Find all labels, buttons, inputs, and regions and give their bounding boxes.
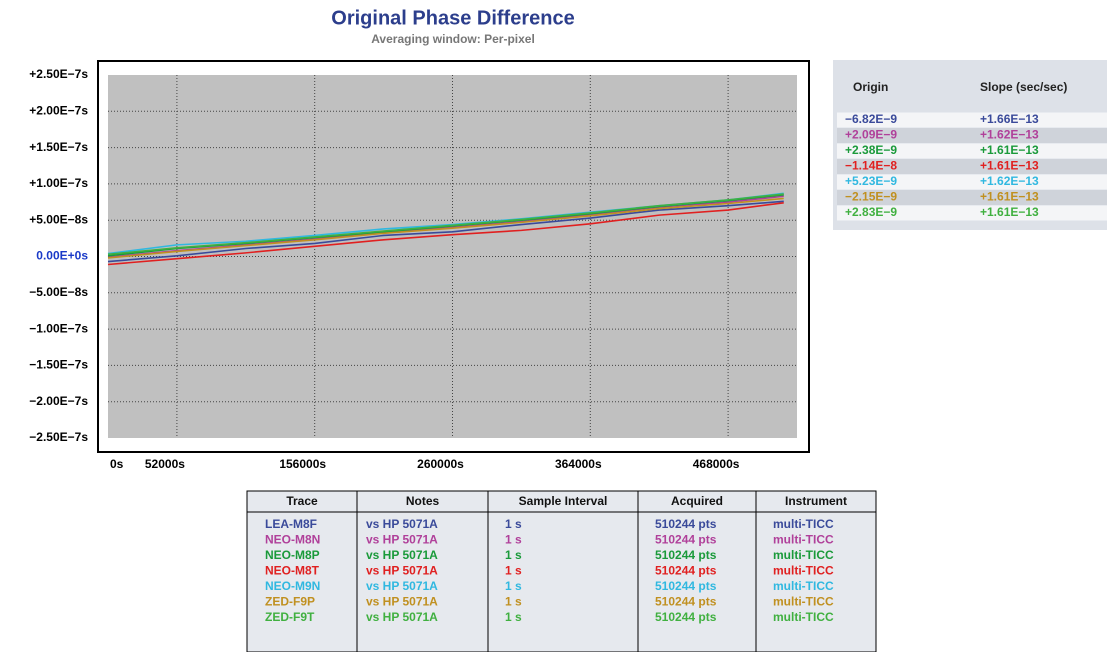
trace-table-cell: multi-TICC <box>773 595 834 609</box>
fit-table-cell: −2.15E−9 <box>845 190 897 204</box>
y-tick-label: −2.50E−7s <box>29 430 88 444</box>
y-tick-label: +2.50E−7s <box>29 67 88 81</box>
fit-table-cell: +2.83E−9 <box>845 205 897 219</box>
y-tick-label: −2.00E−7s <box>29 394 88 408</box>
x-tick-label: 364000s <box>555 457 602 471</box>
trace-table-cell: multi-TICC <box>773 564 834 578</box>
row-band <box>837 112 1107 128</box>
trace-line <box>107 201 784 266</box>
trace-table-cell: vs HP 5071A <box>366 595 438 609</box>
fit-table-cell: +1.62E−13 <box>980 128 1039 142</box>
trace-table-bg <box>246 490 877 653</box>
fit-table-cell: +1.61E−13 <box>980 143 1039 157</box>
x-tick-label: 0s <box>110 457 124 471</box>
trace-table-cell: 1 s <box>505 548 522 562</box>
trace-table-cell: 510244 pts <box>655 517 717 531</box>
fit-table-cell: +1.61E−13 <box>980 159 1039 173</box>
trace-table-cell: multi-TICC <box>773 610 834 624</box>
y-tick-label: +1.50E−7s <box>29 140 88 154</box>
trace-table-cell: vs HP 5071A <box>366 579 438 593</box>
y-tick-label: −1.00E−7s <box>29 321 88 335</box>
legend-entry: NEO-M8N <box>265 533 320 547</box>
trace-table-cell: 1 s <box>505 610 522 624</box>
chart-title: Original Phase Difference <box>331 7 574 29</box>
trace-table-cell: 510244 pts <box>655 548 717 562</box>
trace-table-cell: 1 s <box>505 595 522 609</box>
y-tick-label: +1.00E−7s <box>29 176 88 190</box>
trace-table-cell: vs HP 5071A <box>366 533 438 547</box>
legend-entry: NEO-M8P <box>265 548 320 562</box>
fit-table-cell: +2.38E−9 <box>845 143 897 157</box>
trace-table-cell: 1 s <box>505 579 522 593</box>
trace-table-cell: 510244 pts <box>655 610 717 624</box>
y-tick-label: −1.50E−7s <box>29 358 88 372</box>
x-tick-label: 156000s <box>279 457 326 471</box>
row-band <box>837 143 1107 159</box>
trace-table-cell: vs HP 5071A <box>366 610 438 624</box>
fit-table-cell: +1.62E−13 <box>980 174 1039 188</box>
row-band <box>837 190 1107 205</box>
trace-table-cell: multi-TICC <box>773 533 834 547</box>
legend-entry: NEO-M8T <box>265 564 320 578</box>
fit-table-cell: +1.61E−13 <box>980 205 1039 219</box>
trace-table-cell: 1 s <box>505 517 522 531</box>
trace-table-cell: multi-TICC <box>773 548 834 562</box>
trace-table-cell: 1 s <box>505 564 522 578</box>
trace-line <box>107 193 784 256</box>
trace-table-header: Sample Interval <box>519 494 608 508</box>
trace-table-header: Trace <box>286 494 318 508</box>
y-tick-label: 0.00E+0s <box>36 249 88 263</box>
y-tick-label: +2.00E−7s <box>29 103 88 117</box>
legend-entry: ZED-F9P <box>265 595 315 609</box>
fit-table-cell: +5.23E−9 <box>845 174 897 188</box>
row-band <box>837 205 1107 221</box>
trace-table-header: Acquired <box>671 494 723 508</box>
x-tick-label: 260000s <box>417 457 464 471</box>
fit-table-cell: −6.82E−9 <box>845 112 897 126</box>
trace-table-cell: 510244 pts <box>655 533 717 547</box>
fit-table-cell: +1.66E−13 <box>980 112 1039 126</box>
trace-table-cell: multi-TICC <box>773 579 834 593</box>
fit-table-cell: +2.09E−9 <box>845 128 897 142</box>
y-tick-label: −5.00E−8s <box>29 285 88 299</box>
fit-table-header: Origin <box>853 80 888 94</box>
row-band <box>837 159 1107 174</box>
fit-table-cell: +1.61E−13 <box>980 190 1039 204</box>
trace-table-header: Instrument <box>785 494 847 508</box>
legend-entry: ZED-F9T <box>265 610 315 624</box>
trace-table-header: Notes <box>406 494 440 508</box>
trace-table-cell: vs HP 5071A <box>366 548 438 562</box>
trace-table-cell: vs HP 5071A <box>366 517 438 531</box>
x-tick-label: 468000s <box>693 457 740 471</box>
trace-table-cell: 1 s <box>505 533 522 547</box>
trace-table-cell: 510244 pts <box>655 579 717 593</box>
y-tick-label: +5.00E−8s <box>29 212 88 226</box>
legend-entry: NEO-M9N <box>265 579 320 593</box>
trace-table-cell: 510244 pts <box>655 595 717 609</box>
chart-subtitle: Averaging window: Per-pixel <box>371 32 535 46</box>
trace-table-cell: 510244 pts <box>655 564 717 578</box>
trace-table-cell: vs HP 5071A <box>366 564 438 578</box>
trace-line <box>107 197 784 259</box>
row-band <box>837 128 1107 143</box>
x-tick-label: 52000s <box>145 457 185 471</box>
fit-table-header: Slope (sec/sec) <box>980 80 1067 94</box>
trace-line <box>107 200 784 263</box>
legend-entry: LEA-M8F <box>265 517 317 531</box>
trace-table-cell: multi-TICC <box>773 517 834 531</box>
fit-table-cell: −1.14E−8 <box>845 159 897 173</box>
row-band <box>837 174 1107 190</box>
